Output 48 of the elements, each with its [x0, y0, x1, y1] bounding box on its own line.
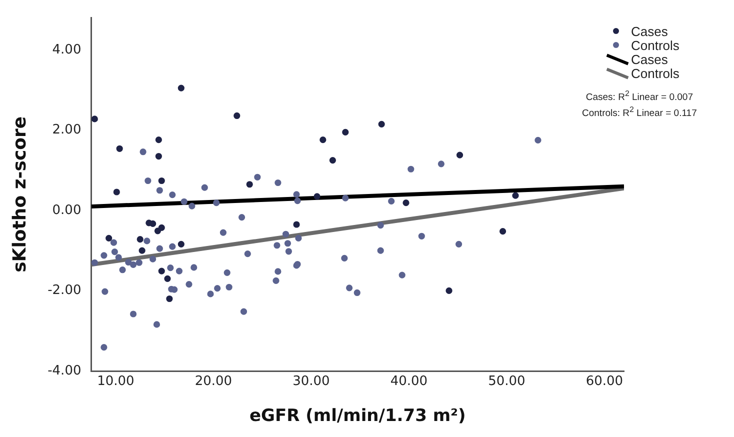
- annotation: Controls: R$^{2}$ Linear = 0.117: [582, 104, 697, 120]
- point: [136, 236, 144, 243]
- point: [164, 275, 171, 282]
- point: [158, 268, 165, 274]
- point: [113, 188, 120, 196]
- y-tick-label: -4.00: [48, 363, 82, 378]
- x-tick-label: 60.00: [586, 374, 624, 390]
- point: [158, 177, 165, 184]
- x-tick-label: 40.00: [390, 374, 428, 390]
- y-tick-label: 4.00: [52, 42, 82, 58]
- point: [234, 112, 240, 120]
- point: [91, 116, 98, 122]
- x-tick-label: 30.00: [292, 374, 330, 390]
- x-axis-title: eGFR (ml/min/1.73 m²): [249, 406, 466, 426]
- point: [138, 247, 146, 254]
- point: [155, 152, 162, 160]
- point: [314, 193, 320, 200]
- point: [499, 228, 506, 235]
- point: [293, 221, 300, 228]
- point: [166, 295, 173, 302]
- x-tick-label: 10.00: [97, 374, 134, 390]
- point: [106, 234, 112, 242]
- legend-label: Controls: [631, 38, 680, 52]
- point: [342, 128, 349, 136]
- point: [246, 181, 253, 188]
- point: [456, 152, 464, 158]
- y-tick-label: 2.00: [52, 122, 82, 138]
- x-tick-label: 20.00: [194, 374, 232, 390]
- point: [446, 287, 452, 294]
- y-tick-label: -2.00: [48, 283, 82, 298]
- legend-label: Cases: [631, 24, 668, 38]
- point: [320, 136, 326, 144]
- point: [512, 192, 519, 199]
- point: [329, 156, 336, 164]
- point: [178, 240, 184, 248]
- point: [178, 84, 184, 92]
- point: [378, 120, 385, 128]
- point: [155, 136, 162, 144]
- point: [158, 224, 165, 232]
- legend-label: Controls: [631, 66, 680, 80]
- x-tick-label: 50.00: [488, 374, 526, 390]
- point: [402, 200, 410, 206]
- point: [150, 220, 156, 227]
- point: [116, 145, 123, 152]
- legend-label: Cases: [631, 52, 668, 66]
- annotation: Cases: R$^{2}$ Linear = 0.007: [584, 88, 694, 104]
- y-axis-title: sKlotho z-score: [9, 116, 30, 272]
- y-tick-label: 0.00: [52, 202, 82, 218]
